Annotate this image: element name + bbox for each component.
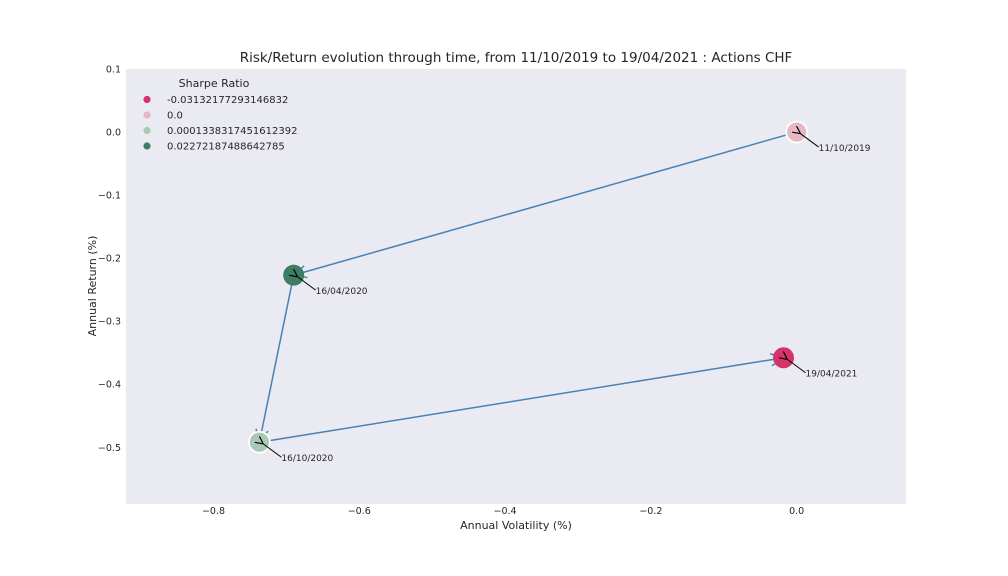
legend-entry: 0.0	[143, 111, 183, 122]
data-point	[785, 120, 809, 144]
annotation-arrow	[800, 133, 819, 148]
legend: Sharpe Ratio -0.03132177293146832 0.0 0.00…	[143, 77, 297, 153]
annotation-arrow	[262, 443, 282, 458]
x-tick-label: −0.6	[348, 506, 371, 517]
y-axis-label: Annual Return (%)	[86, 236, 99, 337]
x-ticks: −0.8 −0.6 −0.4 −0.2 0.0	[202, 506, 804, 517]
date-annotation: 16/04/2020	[316, 287, 368, 297]
x-axis-label: Annual Volatility (%)	[460, 519, 572, 532]
y-tick-label: 0.1	[106, 65, 121, 76]
y-tick-label: −0.4	[98, 380, 121, 391]
date-annotation: 19/04/2021	[806, 370, 858, 380]
annotation-arrow	[787, 359, 806, 374]
legend-marker	[143, 111, 151, 119]
legend-marker	[143, 142, 151, 150]
legend-marker	[143, 126, 151, 135]
y-tick-label: −0.2	[98, 254, 121, 265]
legend-label: -0.03132177293146832	[167, 95, 288, 106]
data-point	[248, 430, 271, 454]
x-tick-label: −0.4	[494, 506, 517, 517]
data-point	[283, 264, 305, 286]
y-tick-label: −0.1	[98, 191, 121, 202]
legend-label: 0.0001338317451612392	[167, 126, 297, 137]
data-point	[773, 347, 795, 369]
x-tick-label: −0.2	[639, 506, 662, 517]
legend-entry: 0.0001338317451612392	[143, 126, 297, 137]
chart-title: Risk/Return evolution through time, from…	[240, 50, 793, 66]
y-tick-label: −0.3	[98, 317, 121, 328]
legend-entry: 0.02272187488642785	[143, 142, 285, 153]
date-annotation: 11/10/2019	[819, 144, 871, 154]
y-tick-label: 0.0	[106, 128, 121, 139]
y-tick-label: −0.5	[98, 443, 121, 454]
annotation-arrow	[297, 276, 316, 291]
y-ticks: 0.1 0.0 −0.1 −0.2 −0.3 −0.4 −0.5	[98, 65, 121, 454]
x-tick-label: −0.8	[202, 506, 225, 517]
date-annotation: 16/10/2020	[281, 454, 333, 464]
legend-marker	[143, 95, 151, 104]
annotations: 11/10/2019 16/04/2020 16/10/2020 19/04/2021	[262, 133, 871, 464]
legend-label: 0.02272187488642785	[167, 142, 285, 153]
x-tick-label: 0.0	[789, 506, 804, 517]
legend-title: Sharpe Ratio	[179, 77, 250, 90]
legend-entry: -0.03132177293146832	[143, 95, 288, 106]
legend-label: 0.0	[167, 111, 183, 122]
